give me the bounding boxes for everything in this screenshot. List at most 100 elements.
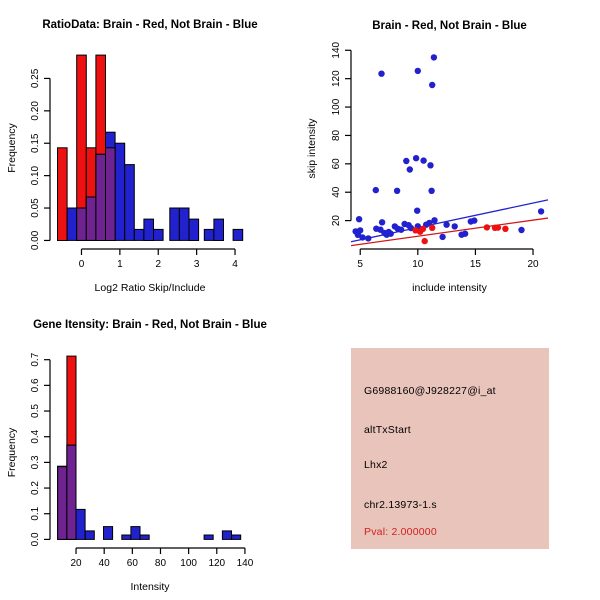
data-point <box>393 187 401 194</box>
x-axis-title: Intensity <box>130 581 170 593</box>
data-point <box>378 219 386 226</box>
y-tick-label: 0.5 <box>30 404 41 418</box>
histogram-bar <box>121 534 132 540</box>
data-point <box>430 54 438 61</box>
y-axis-title: skip intensity <box>306 118 318 179</box>
pval-text: Pval: 2.000000 <box>364 526 437 538</box>
histogram-bar <box>153 228 164 241</box>
data-point <box>502 225 509 232</box>
red-trend-line <box>350 217 549 247</box>
data-point <box>458 231 465 238</box>
overlap-bars <box>76 147 116 241</box>
y-tick-label: 0.05 <box>30 198 41 218</box>
intensity-scatter-svg: 5 10 15 20 20 40 60 80 100 120 140 Brain - Red, Not… <box>306 20 549 294</box>
chromosome-text: chr2.13973-1.s <box>364 499 437 511</box>
y-tick-label: 0.20 <box>30 101 41 121</box>
data-point <box>429 224 436 231</box>
data-point <box>365 235 372 242</box>
histogram-bar <box>133 228 145 241</box>
x-axis: 0 1 2 3 4 <box>79 248 238 270</box>
y-tick-label: 0.3 <box>30 455 41 469</box>
y-tick-label: 0.4 <box>30 429 41 443</box>
y-tick-label: 0.1 <box>30 506 41 520</box>
data-point <box>494 224 502 231</box>
x-axis: 20 40 60 80 100 120 140 <box>70 547 254 569</box>
data-point <box>443 221 450 228</box>
histogram-bar <box>130 526 141 540</box>
probe-id-text: G6988160@J928227@i_at <box>364 385 496 397</box>
y-tick-label: 0.10 <box>30 165 41 185</box>
histogram-bar <box>75 508 86 540</box>
x-tick-label: 20 <box>527 259 539 270</box>
panel-intensity-scatter: 5 10 15 20 20 40 60 80 100 120 140 Brain - Red, Not… <box>300 0 600 300</box>
histogram-bar <box>203 228 215 241</box>
y-tick-label: 40 <box>331 186 342 198</box>
data-point <box>439 233 446 241</box>
y-tick-label: 0.00 <box>30 230 41 250</box>
x-axis-title: include intensity <box>412 282 487 294</box>
data-point <box>414 207 421 214</box>
x-tick-label: 40 <box>99 558 111 569</box>
histogram-bar <box>66 207 78 241</box>
data-point <box>483 224 491 231</box>
histogram-bar <box>84 530 95 540</box>
gene-name-text: Lhx2 <box>364 459 388 471</box>
y-tick-label: 80 <box>331 129 342 141</box>
histogram-bar <box>57 147 68 241</box>
y-tick-label: 0.25 <box>30 68 41 88</box>
y-axis: 0.00 0.05 0.10 0.15 0.20 0.25 <box>30 68 51 250</box>
histogram-bar <box>188 218 200 242</box>
y-axis-title: Frequency <box>6 427 18 477</box>
x-axis-title: Log2 Ratio Skip/Include <box>95 282 206 294</box>
histogram-bar <box>213 218 224 242</box>
data-point <box>420 157 427 164</box>
chart-title: Gene Itensity: Brain - Red, Not Brain - … <box>33 319 267 331</box>
histogram-bar <box>76 207 87 241</box>
histogram-bar <box>105 147 116 241</box>
histogram-bar <box>231 534 242 540</box>
x-tick-label: 1 <box>117 259 123 270</box>
y-axis-title: Frequency <box>6 427 18 477</box>
histogram-bar <box>232 228 244 241</box>
y-tick-label: 0.0 <box>30 532 41 546</box>
data-point <box>414 67 421 75</box>
y-axis-title: Frequency <box>6 122 18 172</box>
chart-title: Brain - Red, Not Brain - Blue <box>372 20 527 32</box>
chart-title: Gene Itensity: Brain - Red, Not Brain - … <box>33 319 267 331</box>
histogram-bar <box>66 444 77 540</box>
x-axis-title: include intensity <box>412 282 487 294</box>
histogram-bar <box>169 207 180 241</box>
data-point <box>537 208 545 215</box>
histogram-bar <box>124 164 135 241</box>
info-box: G6988160@J928227@i_at altTxStart Lhx2 ch… <box>351 348 549 549</box>
data-point <box>427 162 434 169</box>
x-tick-label: 5 <box>357 259 363 270</box>
x-tick-label: 3 <box>194 259 200 270</box>
y-tick-label: 0.15 <box>30 133 41 153</box>
x-tick-label: 2 <box>155 259 161 270</box>
red-trend-line <box>350 217 549 247</box>
y-axis: 20 40 60 80 100 120 140 <box>331 41 352 227</box>
red-points <box>412 224 509 245</box>
x-axis: 5 10 15 20 <box>357 248 539 270</box>
x-tick-label: 10 <box>412 259 424 270</box>
y-tick-label: 60 <box>331 158 342 170</box>
histogram-bar <box>114 142 126 241</box>
panel-gene-intensity-histogram: 20 40 60 80 100 120 140 0.0 0.1 0.2 0.3 0.4 0.5 0.6 0.… <box>0 300 300 600</box>
x-tick-label: 60 <box>127 558 139 569</box>
data-point <box>406 166 413 173</box>
ratio-histogram-svg: 0 1 2 3 4 0.00 0.05 0.10 0.15 0.20 0.25 RatioData: … <box>6 19 258 294</box>
histogram-bar <box>85 196 97 241</box>
x-tick-label: 15 <box>470 259 482 270</box>
histogram-bar <box>95 153 107 241</box>
overlap-bars <box>57 444 77 540</box>
y-tick-label: 20 <box>331 215 342 227</box>
histogram-bar <box>57 466 68 540</box>
data-point <box>467 218 474 225</box>
data-point <box>428 187 435 194</box>
x-tick-label: 80 <box>155 558 167 569</box>
data-point <box>429 81 436 89</box>
y-axis-title: skip intensity <box>306 118 318 179</box>
blue-bars <box>57 444 242 540</box>
